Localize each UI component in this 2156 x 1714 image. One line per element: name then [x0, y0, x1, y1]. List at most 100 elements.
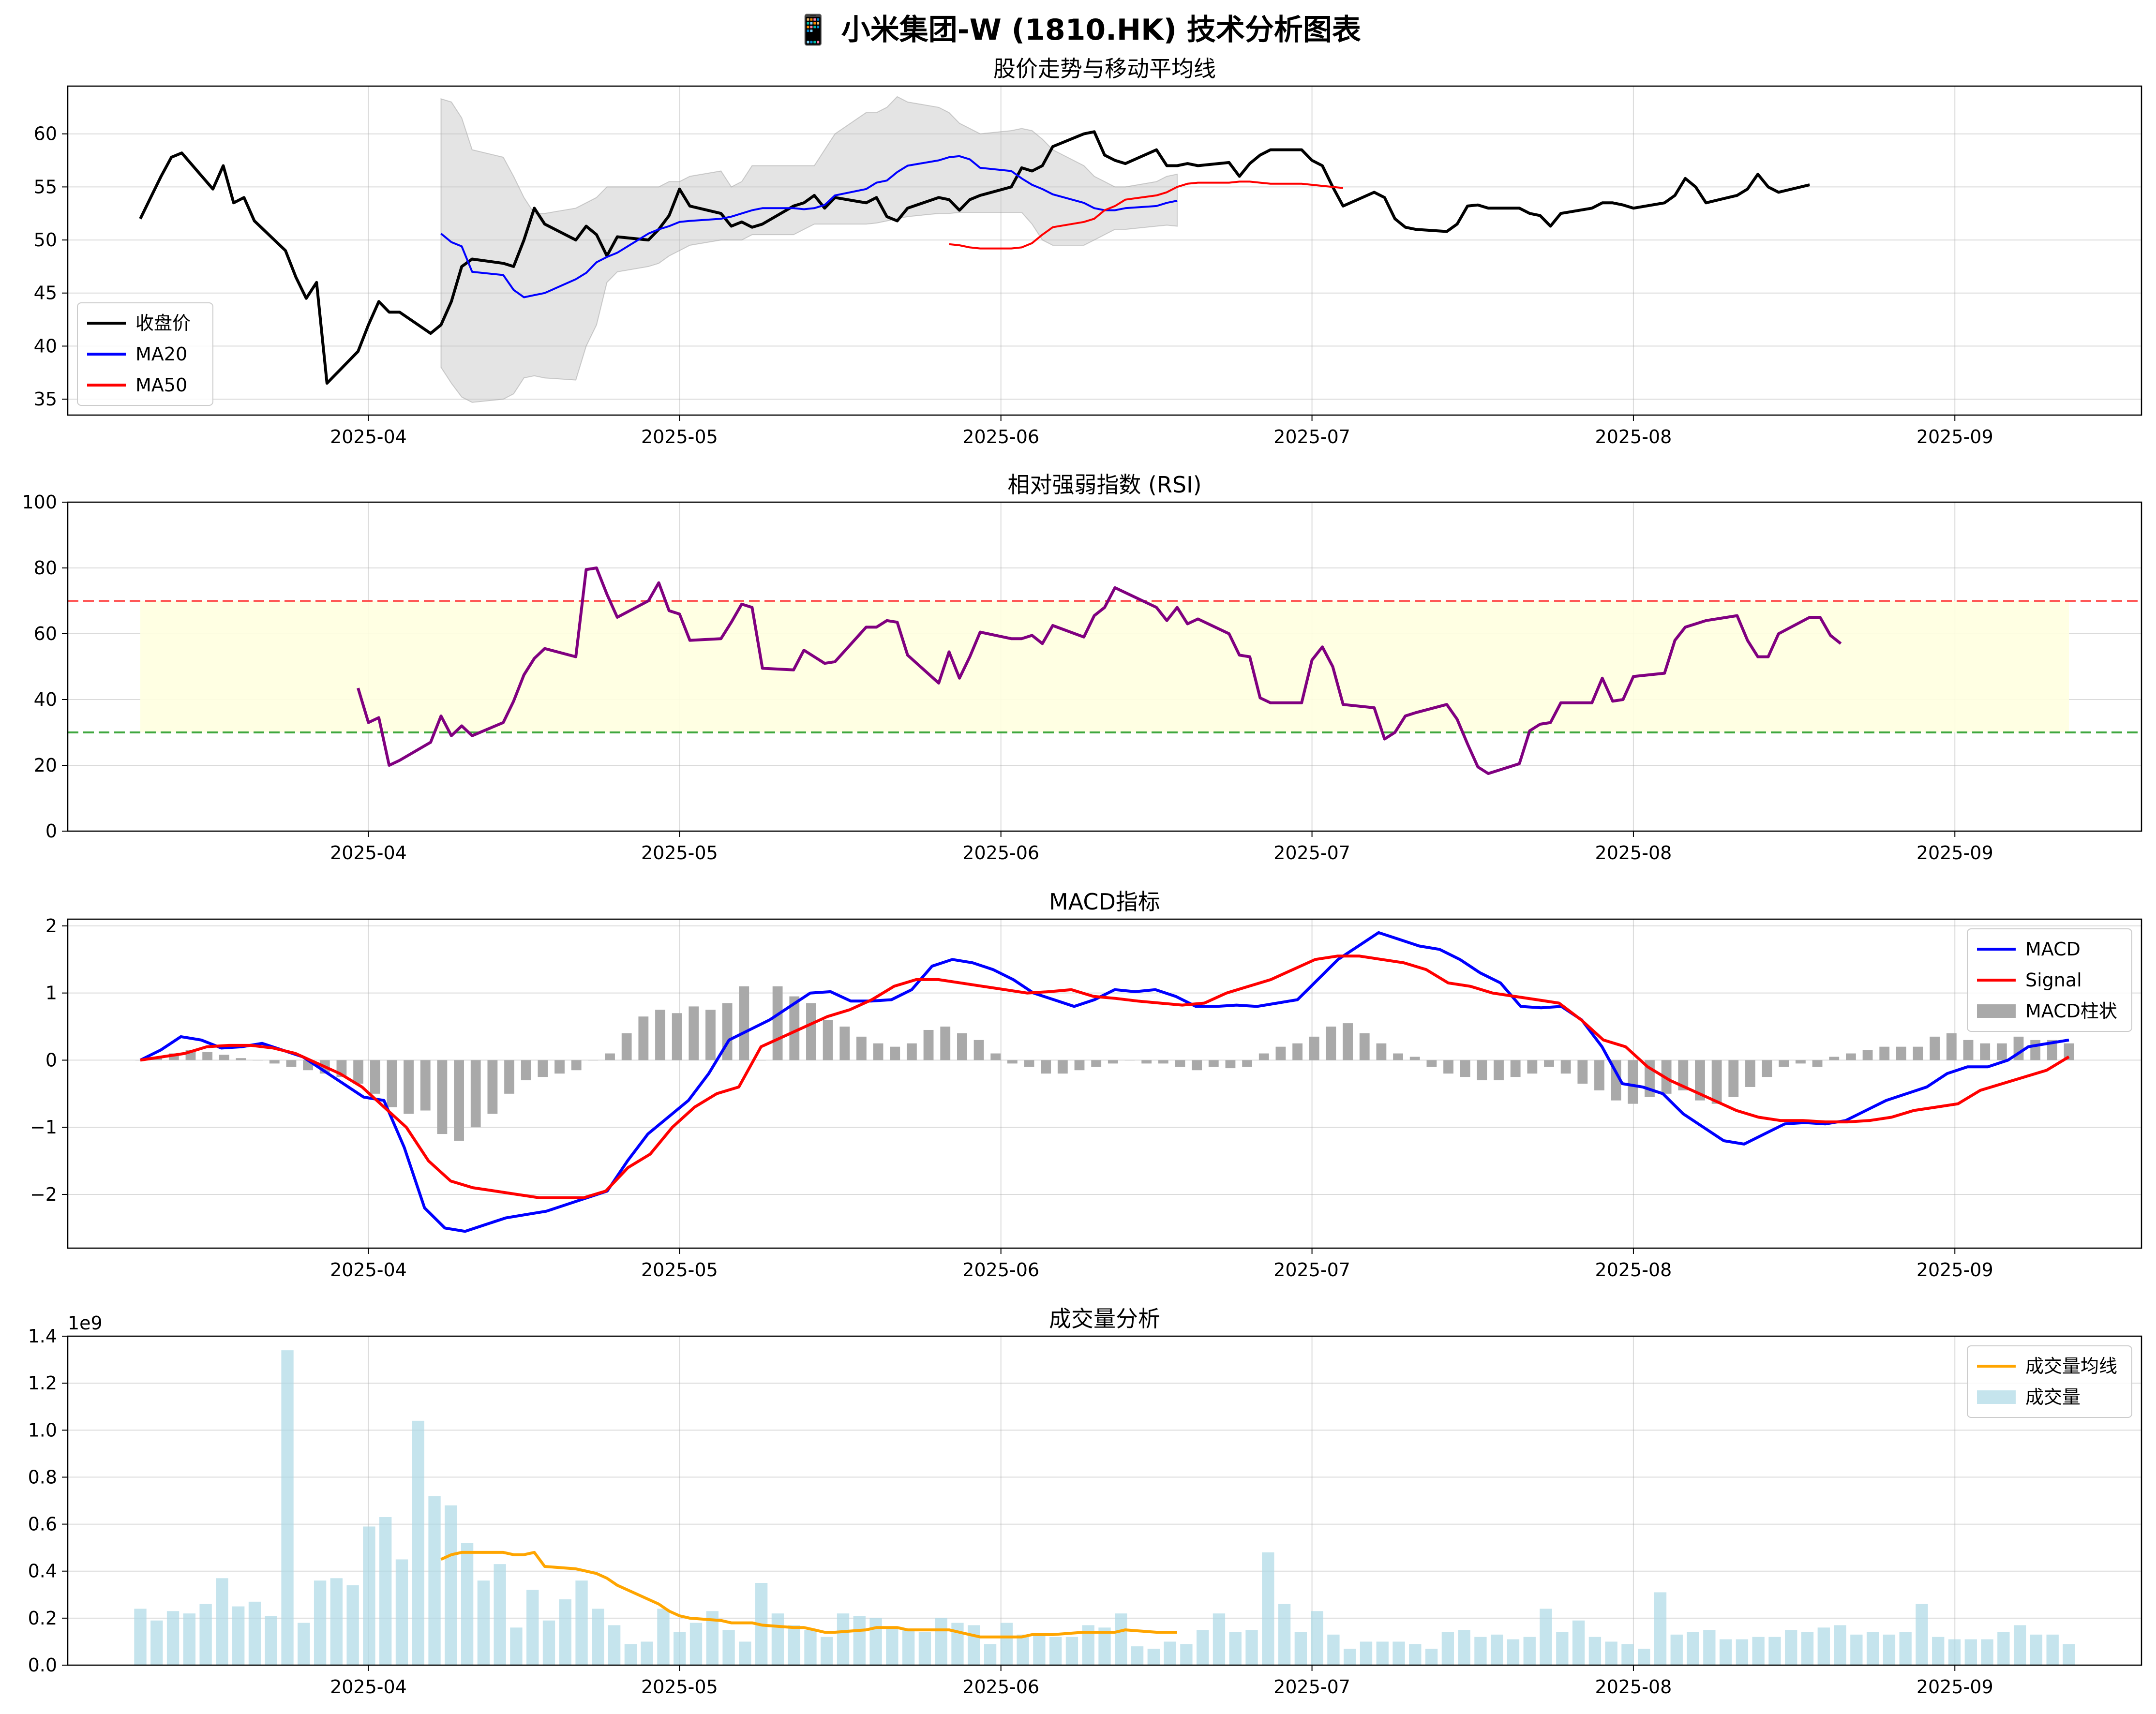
macd-histogram-bar: [1494, 1060, 1504, 1081]
volume-bar: [886, 1627, 898, 1665]
volume-bar: [363, 1526, 375, 1665]
volume-bar: [150, 1620, 163, 1665]
macd-histogram-bar: [1158, 1060, 1168, 1064]
rsi-y-tick-label: 0: [45, 820, 57, 842]
price-x-tick-label: 2025-08: [1595, 426, 1672, 447]
volume-bar: [1817, 1627, 1830, 1665]
price-y-tick-label: 45: [34, 283, 57, 304]
volume-bar: [689, 1623, 703, 1665]
volume-bar: [1000, 1623, 1013, 1665]
volume-bar: [1311, 1611, 1323, 1665]
macd-histogram-bar: [940, 1027, 951, 1060]
price-y-tick-label: 60: [34, 123, 57, 145]
volume-bar: [1916, 1604, 1928, 1665]
volume-plot-area: [134, 1350, 2075, 1665]
macd-x-tick-label: 2025-09: [1916, 1259, 1993, 1281]
volume-bar: [1049, 1637, 1062, 1665]
rsi-title: 相对强弱指数 (RSI): [1007, 472, 1201, 498]
volume-bar: [216, 1578, 228, 1665]
volume-bar: [1245, 1630, 1258, 1665]
price-title: 股价走势与移动平均线: [993, 56, 1216, 82]
price-plot-area: [139, 96, 1810, 403]
macd-histogram-bar: [1560, 1060, 1571, 1074]
macd-histogram-bar: [1326, 1027, 1336, 1060]
volume-bar: [1997, 1632, 2010, 1665]
volume-bar: [477, 1580, 490, 1665]
macd-histogram-bar: [353, 1060, 363, 1084]
volume-bar: [624, 1644, 637, 1665]
macd-histogram-bar: [521, 1060, 531, 1081]
volume-bar: [869, 1618, 882, 1665]
volume-bar: [1017, 1634, 1029, 1665]
volume-bar: [951, 1623, 964, 1665]
volume-bar: [1572, 1620, 1585, 1665]
macd-histogram-bar: [202, 1052, 213, 1060]
macd-legend-label: MACD柱状: [2025, 1000, 2117, 1022]
volume-bar: [134, 1609, 147, 1665]
macd-histogram-bar: [1376, 1043, 1387, 1060]
ma50-line: [949, 180, 1344, 250]
macd-histogram-bar: [1192, 1060, 1202, 1071]
volume-bar: [1327, 1634, 1340, 1665]
macd-histogram-bar: [1829, 1057, 1840, 1060]
volume-bar: [1507, 1639, 1520, 1665]
macd-histogram-bar: [1745, 1060, 1755, 1087]
volume-bar: [265, 1616, 277, 1665]
macd-histogram-bar: [1577, 1060, 1588, 1084]
macd-histogram-bar: [1728, 1060, 1739, 1097]
volume-bar: [1344, 1649, 1356, 1665]
macd-histogram-bar: [571, 1060, 582, 1071]
macd-histogram-bar: [1930, 1036, 1940, 1060]
rsi-x-tick-label: 2025-05: [641, 842, 718, 864]
macd-histogram-bar: [722, 1003, 733, 1060]
rsi-y-tick-label: 60: [34, 623, 57, 644]
macd-histogram-bar: [1762, 1060, 1772, 1077]
volume-bar: [1638, 1649, 1650, 1665]
price-y-tick-label: 35: [34, 388, 57, 410]
macd-plot-area: [135, 931, 2074, 1233]
macd-histogram-bar: [1477, 1060, 1487, 1081]
volume-bar: [2030, 1634, 2043, 1665]
volume-y-scale-label: 1e9: [68, 1312, 103, 1334]
volume-bar: [1376, 1641, 1389, 1665]
volume-x-tick-label: 2025-07: [1273, 1676, 1350, 1698]
volume-bar: [1065, 1637, 1078, 1665]
macd-histogram-bar: [672, 1013, 682, 1060]
macd-panel: MACD指标 −2 −1 0 1 2 2025-04 2025-05 2025-06 2025-0…: [30, 889, 2142, 1281]
macd-legend-swatch: [1977, 1004, 2016, 1018]
price-legend-box: [77, 302, 213, 406]
volume-bar: [2046, 1634, 2059, 1665]
close-price-line: [139, 130, 1810, 385]
volume-bar: [542, 1620, 555, 1665]
volume-bar: [1164, 1641, 1176, 1665]
macd-histogram-bar: [823, 1020, 833, 1060]
volume-y-tick-label: 0.2: [28, 1608, 57, 1629]
volume-bar: [739, 1641, 751, 1665]
volume-bar: [1964, 1639, 1977, 1665]
macd-x-tick-label: 2025-04: [330, 1259, 407, 1281]
volume-bar: [821, 1637, 833, 1665]
macd-histogram-bar: [1393, 1053, 1403, 1060]
volume-bar: [166, 1611, 180, 1665]
volume-bar: [1278, 1604, 1291, 1665]
macd-histogram-bar: [739, 986, 749, 1060]
volume-bar: [1834, 1625, 1846, 1665]
price-x-tick-label: 2025-07: [1273, 426, 1350, 447]
price-legend-label: MA20: [135, 343, 187, 365]
price-y-tick-label: 55: [34, 176, 57, 197]
rsi-x-tick-label: 2025-07: [1273, 842, 1350, 864]
macd-y-tick-label: 2: [45, 915, 57, 937]
volume-bar: [674, 1632, 686, 1665]
volume-bar: [788, 1625, 800, 1665]
volume-bar: [1768, 1637, 1781, 1665]
rsi-x-tick-label: 2025-04: [330, 842, 407, 864]
volume-x-tick-label: 2025-08: [1595, 1676, 1672, 1698]
volume-bar: [330, 1578, 343, 1665]
volume-bar: [1932, 1637, 1945, 1665]
volume-title: 成交量分析: [1049, 1306, 1160, 1332]
rsi-axes-frame: [67, 501, 2142, 832]
volume-bar: [1621, 1644, 1634, 1665]
volume-bar: [1229, 1632, 1242, 1665]
macd-histogram-bar: [269, 1060, 280, 1064]
